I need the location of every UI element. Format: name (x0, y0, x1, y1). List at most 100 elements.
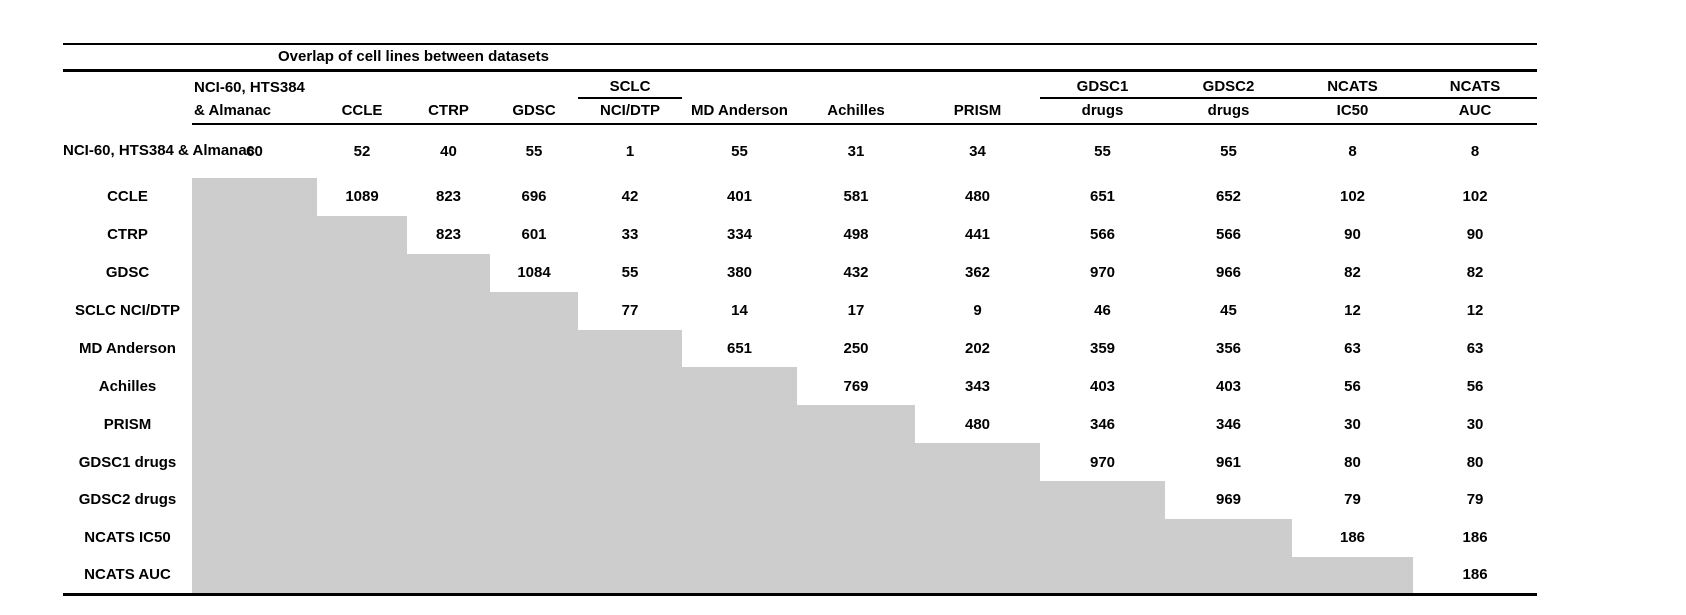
col-header: drugs (1040, 98, 1165, 125)
table-row: NCATS AUC 186 (63, 556, 1538, 597)
row-label: PRISM (103, 415, 152, 433)
col-header (317, 71, 407, 99)
value-cell: 52 (353, 142, 371, 160)
value-cell: 34 (969, 142, 986, 160)
value-cell: 652 (1215, 188, 1242, 206)
value-cell: 40 (440, 142, 457, 160)
value-cell: 55 (525, 142, 543, 160)
value-cell: 55 (621, 264, 639, 282)
value-cell: 961 (1215, 453, 1242, 471)
value-cell: 403 (1089, 377, 1116, 395)
value-cell: 186 (1413, 556, 1538, 597)
col-header (682, 71, 797, 99)
header-line1: NCI-60, HTS384 SCLC GDSC1 GDSC2 NCATS NC… (63, 70, 1538, 99)
value-cell: 362 (964, 264, 991, 282)
value-cell: 250 (843, 339, 869, 357)
col-header: NCI-60, HTS384 (194, 78, 305, 96)
col-header (490, 71, 578, 99)
col-header-sclc: SCLC (578, 70, 682, 99)
value-cell: 581 (843, 188, 869, 206)
corner-cell (63, 98, 192, 124)
col-header: MD Anderson (682, 98, 797, 125)
title-row: Overlap of cell lines between datasets (63, 43, 1538, 72)
value-cell: 1084 (517, 264, 551, 282)
shaded-region (192, 443, 1040, 482)
value-cell: 334 (726, 226, 753, 244)
table-title: Overlap of cell lines between datasets (63, 43, 1538, 72)
row-label: GDSC1 drugs (78, 453, 177, 471)
value-cell: 346 (1215, 415, 1242, 433)
value-cell: 970 (1089, 264, 1116, 282)
value-cell: 56 (1344, 377, 1361, 395)
value-cell: 12 (1344, 301, 1361, 319)
value-cell: 82 (1466, 264, 1484, 282)
value-cell: 60 (246, 142, 263, 160)
table-row: CCLE 1089 823 696 42 401 581 480 651 652… (63, 178, 1537, 216)
value-cell: 356 (1215, 339, 1242, 357)
value-cell: 80 (1466, 453, 1484, 471)
table-header: Overlap of cell lines between datasets N… (63, 43, 1538, 125)
row-label: SCLC NCI/DTP (75, 301, 180, 319)
row-label: NCI-60, HTS384 & Almanac (63, 142, 256, 160)
value-cell: 966 (1215, 264, 1242, 282)
value-cell: 80 (1344, 453, 1361, 471)
value-cell: 380 (726, 264, 753, 282)
table-row: Achilles 769 343 403 403 56 56 (63, 367, 1537, 406)
value-cell: 77 (621, 301, 639, 319)
value-cell: 9 (973, 301, 982, 319)
col-header-ncats-auc: NCATS (1413, 70, 1538, 99)
shaded-region (192, 367, 797, 406)
value-cell: 12 (1466, 301, 1484, 319)
value-cell: 769 (843, 377, 869, 395)
shaded-region (192, 519, 1292, 557)
col-header: Achilles (797, 98, 915, 125)
value-cell: 651 (1089, 188, 1116, 206)
col-header-gdsc1: GDSC1 (1040, 70, 1165, 99)
table-row: GDSC2 drugs 969 79 79 (63, 481, 1537, 520)
corner-cell (63, 71, 192, 99)
shaded-region (192, 405, 915, 444)
value-cell: 55 (1094, 142, 1111, 160)
value-cell: 186 (1339, 529, 1366, 547)
col-header: GDSC (490, 98, 578, 125)
shaded-region (192, 291, 578, 330)
value-cell: 651 (726, 339, 753, 357)
overlap-table: Overlap of cell lines between datasets N… (63, 43, 1538, 597)
shaded-region (192, 556, 1413, 597)
value-cell: 90 (1344, 226, 1361, 244)
value-cell: 1089 (345, 188, 379, 206)
shaded-region (192, 481, 1165, 520)
value-cell: 601 (521, 226, 547, 244)
value-cell: 63 (1466, 339, 1484, 357)
value-cell: 42 (621, 188, 639, 206)
value-cell: 823 (435, 188, 462, 206)
row-label: NCATS AUC (63, 556, 192, 597)
value-cell: 432 (843, 264, 869, 282)
value-cell: 480 (964, 415, 991, 433)
row-label: GDSC2 drugs (78, 491, 177, 509)
value-cell: 498 (843, 226, 869, 244)
table-row: GDSC 1084 55 380 432 362 970 966 82 82 (63, 253, 1537, 292)
value-cell: 45 (1220, 301, 1237, 319)
value-cell: 8 (1470, 142, 1480, 160)
value-cell: 346 (1089, 415, 1116, 433)
row-label: MD Anderson (79, 339, 176, 357)
table-row: MD Anderson 651 250 202 359 356 63 63 (63, 329, 1537, 368)
value-cell: 55 (1220, 142, 1237, 160)
shaded-region (192, 178, 317, 216)
table-row: GDSC1 drugs 970 961 80 80 (63, 443, 1537, 482)
value-cell: 17 (847, 301, 865, 319)
value-cell: 31 (847, 142, 865, 160)
col-header: IC50 (1292, 98, 1413, 125)
table-row: NCATS IC50 186 186 (63, 519, 1537, 557)
col-header (915, 71, 1040, 99)
value-cell: 102 (1462, 188, 1488, 206)
value-cell: 696 (521, 188, 547, 206)
col-header: & Almanac (192, 98, 317, 125)
value-cell: 82 (1344, 264, 1361, 282)
value-cell: 969 (1215, 491, 1242, 509)
col-header: CTRP (407, 98, 490, 125)
value-cell: 566 (1089, 226, 1116, 244)
table-row: SCLC NCI/DTP 77 14 17 9 46 45 12 12 (63, 291, 1537, 330)
value-cell: 79 (1466, 491, 1484, 509)
